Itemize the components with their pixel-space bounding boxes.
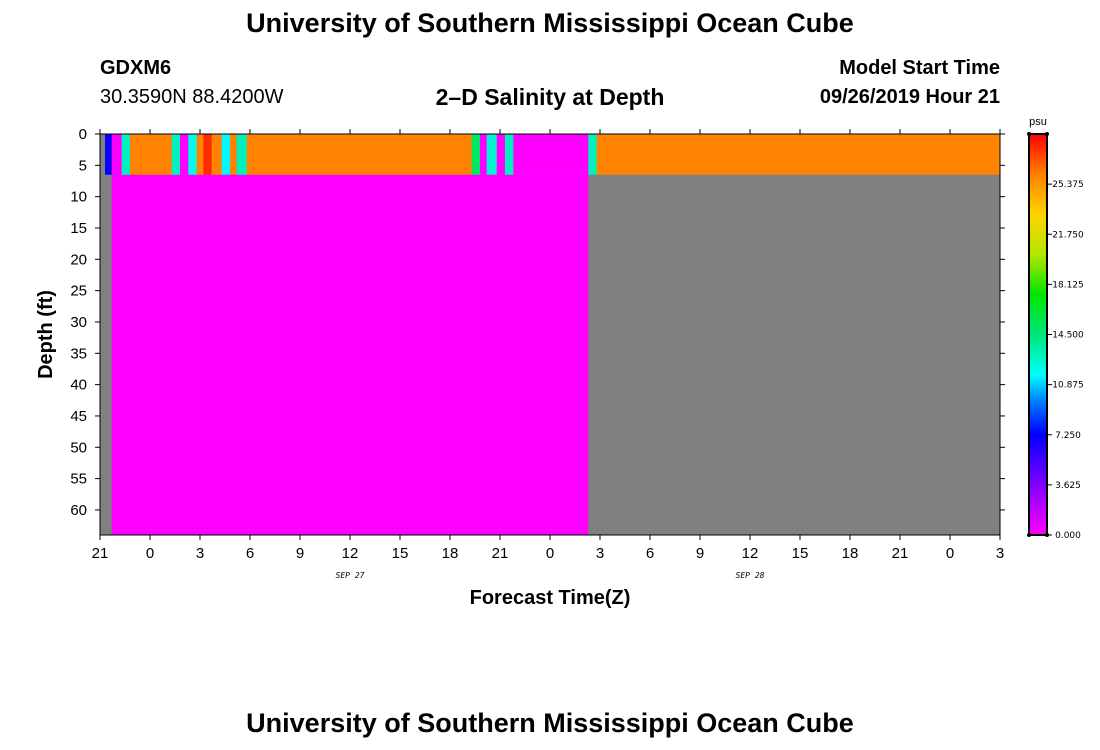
x-tick-label: 9 (696, 545, 704, 562)
heatmap-cell-surface (246, 134, 473, 175)
heatmap-cell-surface (111, 134, 123, 175)
heatmap-cell-surface (236, 134, 248, 175)
x-tick-label: 18 (842, 545, 859, 562)
heatmap-cell-surface (513, 134, 589, 175)
x-tick-label: 3 (996, 545, 1004, 562)
chart-subtitle: 2–D Salinity at Depth (435, 84, 665, 110)
heatmap-cell-surface (471, 134, 481, 175)
heatmap-cell-surface (100, 134, 106, 175)
x-tick-label: 21 (92, 545, 109, 562)
x-tick-label: 6 (646, 545, 654, 562)
colorbar-unit-label: psu (1029, 116, 1047, 128)
y-tick-label: 5 (79, 157, 87, 174)
y-tick-label: 15 (70, 220, 87, 237)
heatmap-cell-surface (211, 134, 223, 175)
colorbar (1028, 133, 1048, 536)
x-tick-label: 9 (296, 545, 304, 562)
heatmap-cell-surface (180, 134, 189, 175)
y-axis-label: Depth (ft) (35, 290, 57, 379)
colorbar-tick-label: 14.500 (1052, 331, 1084, 341)
colorbar-tick-label: 7.250 (1055, 431, 1081, 441)
colorbar-tick-label: 18.125 (1052, 280, 1084, 290)
model-start-label: Model Start Time (839, 57, 1000, 79)
x-tick-label: 18 (442, 545, 459, 562)
heatmap-cell-surface (486, 134, 498, 175)
x-tick-label: 15 (792, 545, 809, 562)
heatmap-cell-surface (105, 134, 113, 175)
x-tick-label: 15 (392, 545, 409, 562)
y-tick-label: 40 (70, 377, 87, 394)
heatmap-cell-deep (111, 174, 589, 535)
x-tick-label: 12 (742, 545, 759, 562)
y-tick-label: 60 (70, 502, 87, 519)
x-tick-label: 0 (546, 545, 554, 562)
x-tick-label: 3 (596, 545, 604, 562)
station-id: GDXM6 (100, 57, 172, 79)
x-tick-label: 6 (246, 545, 254, 562)
x-date-label: SEP 28 (736, 571, 765, 580)
x-tick-label: 3 (196, 545, 204, 562)
y-tick-label: 45 (70, 408, 87, 425)
heatmap-cell-surface (505, 134, 514, 175)
heatmap-cell-deep (588, 174, 1000, 535)
colorbar-tick-label: 0.000 (1055, 531, 1081, 541)
heatmap-cell-surface (221, 134, 231, 175)
colorbar-tick-label: 21.750 (1052, 230, 1084, 240)
heatmap-cell-surface (480, 134, 488, 175)
x-tick-label: 0 (946, 545, 954, 562)
heatmap-cell-surface (188, 134, 198, 175)
model-start-value: 09/26/2019 Hour 21 (819, 86, 1000, 108)
heatmap-cell-deep (100, 174, 112, 535)
y-tick-label: 25 (70, 283, 87, 300)
footer-title: University of Southern Mississippi Ocean… (246, 708, 854, 738)
heatmap-cell-surface (588, 134, 598, 175)
y-tick-label: 10 (70, 189, 87, 206)
y-tick-label: 0 (79, 126, 87, 143)
x-axis-label: Forecast Time(Z) (470, 587, 631, 609)
colorbar-tick-label: 3.625 (1055, 481, 1081, 491)
heatmap-cell-surface (596, 134, 1001, 175)
heatmap-cell-surface (496, 134, 506, 175)
heatmap-cell-surface (121, 134, 131, 175)
x-tick-label: 21 (892, 545, 909, 562)
y-tick-label: 55 (70, 471, 87, 488)
heatmap-cell-surface (203, 134, 213, 175)
y-tick-label: 35 (70, 345, 87, 362)
colorbar-tick-label: 10.875 (1052, 381, 1084, 391)
colorbar-corner-dot (1045, 132, 1049, 136)
colorbar-tick-label: 25.375 (1052, 180, 1084, 190)
x-tick-label: 12 (342, 545, 359, 562)
heatmap-cell-surface (230, 134, 238, 175)
heatmap-cell-surface (196, 134, 204, 175)
x-tick-label: 0 (146, 545, 154, 562)
station-coords: 30.3590N 88.4200W (100, 86, 284, 108)
page-title: University of Southern Mississippi Ocean… (246, 8, 854, 38)
y-tick-label: 30 (70, 314, 87, 331)
colorbar-corner-dot (1027, 132, 1031, 136)
x-date-label: SEP 27 (336, 571, 365, 580)
y-tick-label: 20 (70, 251, 87, 268)
colorbar-corner-dot (1027, 533, 1031, 537)
y-tick-label: 50 (70, 439, 87, 456)
heatmap-cell-surface (130, 134, 173, 175)
x-tick-label: 21 (492, 545, 509, 562)
heatmap-cell-surface (171, 134, 181, 175)
